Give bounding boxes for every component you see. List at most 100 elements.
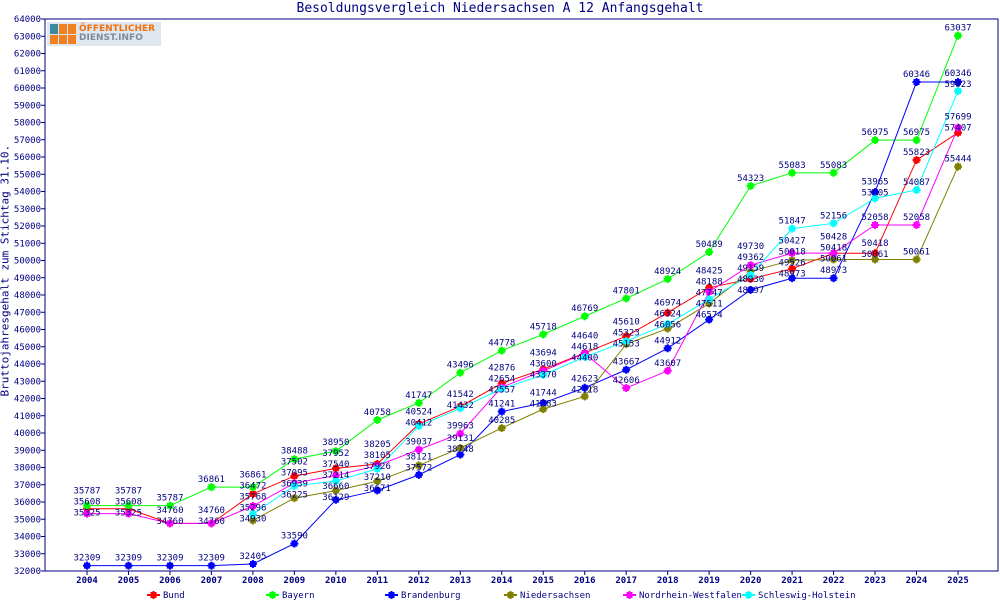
data-point-nordrhein-westfalen-v [791,249,794,258]
x-tick-label: 2019 [698,576,720,586]
data-point-schleswig-holstein-v [625,337,628,346]
data-label-bayern: 43496 [447,361,474,371]
data-label-bayern: 50489 [696,240,723,250]
data-point-nordrhein-westfalen-v [168,519,171,528]
data-label-bayern: 41747 [405,391,432,401]
data-point-nordrhein-westfalen [456,429,465,438]
data-point-niedersachsen [539,405,548,414]
data-label-schleswig-holstein: 44400 [571,353,598,363]
data-point-bund [248,489,257,498]
data-point-niedersachsen [954,162,962,171]
data-point-brandenburg [165,561,174,570]
data-label-brandenburg: 60346 [944,69,971,79]
data-point-bayern-v [168,501,171,510]
x-tick-label: 2021 [781,576,803,586]
series-line-schleswig-holstein [252,90,959,515]
data-point-bayern [165,501,174,510]
data-point-niedersachsen-v [666,324,669,333]
data-label-bund: 49526 [779,259,806,269]
data-point-nordrhein-westfalen [83,509,91,518]
data-label-niedersachsen: 42118 [571,386,598,396]
data-point-bund [788,264,797,273]
data-label-bund: 45610 [613,317,640,327]
legend-marker [149,591,158,599]
data-point-bund-v [708,283,711,292]
data-point-nordrhein-westfalen-v [874,220,877,229]
data-point-brandenburg [622,365,631,374]
data-point-bayern [871,136,880,145]
data-point-brandenburg-v [500,407,503,416]
data-label-nordrhein-westfalen: 35768 [239,492,266,502]
data-point-niedersachsen [373,477,382,486]
legend-label: Brandenburg [401,591,461,600]
y-tick-label: 43000 [14,377,41,387]
legend-marker-v [747,591,750,599]
data-point-niedersachsen [290,494,299,503]
x-tick-label: 2007 [201,576,223,586]
series-line-bund [87,132,959,524]
data-label-bayern: 56975 [903,128,930,138]
data-point-niedersachsen-v [957,162,959,171]
data-label-brandenburg: 41241 [488,400,515,410]
data-point-nordrhein-westfalen-v [210,519,213,528]
data-label-nordrhein-westfalen: 35325 [115,508,142,518]
data-label-niedersachsen: 38121 [405,453,432,463]
data-point-niedersachsen [331,486,340,495]
series-line-niedersachsen [252,166,959,521]
data-point-brandenburg [456,450,465,459]
data-point-bayern [663,275,672,284]
data-point-schleswig-holstein [663,319,672,328]
x-tick-label: 2016 [574,576,596,586]
data-label-bund: 46974 [654,299,681,309]
y-tick-label: 39000 [14,446,41,456]
data-point-brandenburg [954,78,962,87]
data-label-schleswig-holstein: 35296 [239,503,266,513]
data-label-bayern: 56975 [862,128,889,138]
data-label-brandenburg: 32309 [198,554,225,564]
data-label-bayern: 55083 [820,161,847,171]
x-tick-label: 2017 [615,576,637,586]
data-point-nordrhein-westfalen [912,220,921,229]
data-label-bund: 48425 [696,266,723,276]
data-label-niedersachsen: 47511 [696,299,723,309]
data-label-brandenburg: 32405 [239,552,266,562]
data-label-bund: 35608 [115,497,142,507]
y-tick-label: 60000 [14,84,41,94]
data-point-bund [290,472,299,481]
data-point-bund-v [293,472,296,481]
data-point-brandenburg [539,398,548,407]
data-point-bayern [954,31,962,40]
data-label-bayern: 38950 [322,438,349,448]
legend-marker [625,591,634,599]
data-label-niedersachsen: 37210 [364,473,391,483]
y-tick-label: 58000 [14,119,41,129]
x-tick-label: 2004 [76,576,98,586]
data-point-bayern-v [583,312,586,321]
data-point-schleswig-holstein [788,224,797,233]
data-label-nordrhein-westfalen: 43600 [530,360,557,370]
y-tick-label: 49000 [14,274,41,284]
data-point-nordrhein-westfalen-v [832,249,835,258]
legend-marker-v [628,591,631,599]
data-point-nordrhein-westfalen-v [86,509,88,518]
data-point-bund-v [666,308,669,317]
data-point-niedersachsen [414,461,423,470]
data-point-bund [331,464,340,473]
data-label-schleswig-holstein: 41432 [447,401,474,411]
data-point-bayern-v [542,330,545,339]
data-point-bayern-v [251,483,254,492]
data-point-nordrhein-westfalen [414,445,423,454]
data-label-brandenburg: 46574 [696,310,723,320]
data-point-bayern-v [459,368,462,377]
data-point-brandenburg-v [86,561,88,570]
y-tick-label: 32000 [14,567,41,577]
data-label-brandenburg: 48973 [820,266,847,276]
series-line-nordrhein-westfalen [87,127,959,524]
data-label-bayern: 54323 [737,174,764,184]
data-point-schleswig-holstein-v [542,370,545,379]
y-tick-label: 47000 [14,308,41,318]
x-tick-label: 2018 [657,576,679,586]
y-tick-label: 46000 [14,326,41,336]
data-point-bayern [539,330,548,339]
